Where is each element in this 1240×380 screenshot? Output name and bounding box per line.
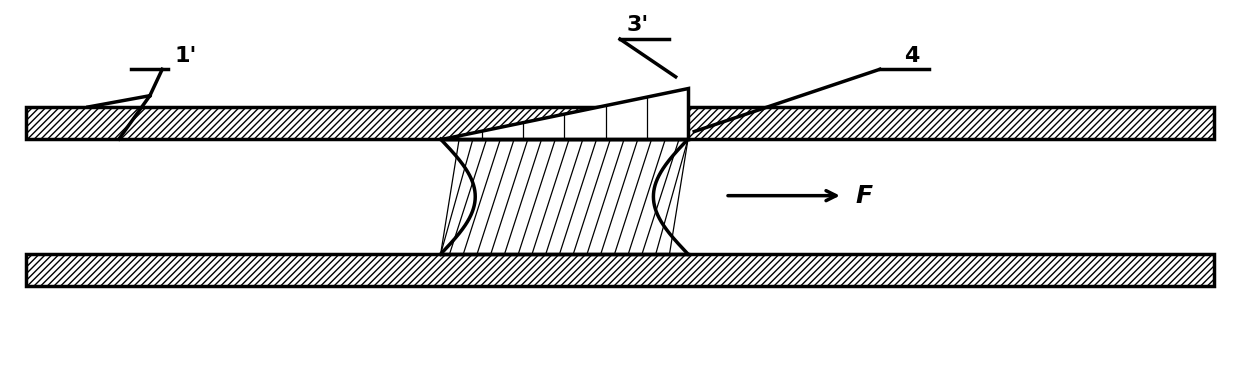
Bar [26, 254, 1214, 286]
Text: 1': 1' [175, 46, 197, 65]
Text: 3': 3' [626, 15, 649, 35]
Text: 4: 4 [904, 46, 920, 65]
Bar [26, 107, 1214, 139]
Text: F: F [856, 184, 872, 207]
Polygon shape [440, 88, 688, 139]
